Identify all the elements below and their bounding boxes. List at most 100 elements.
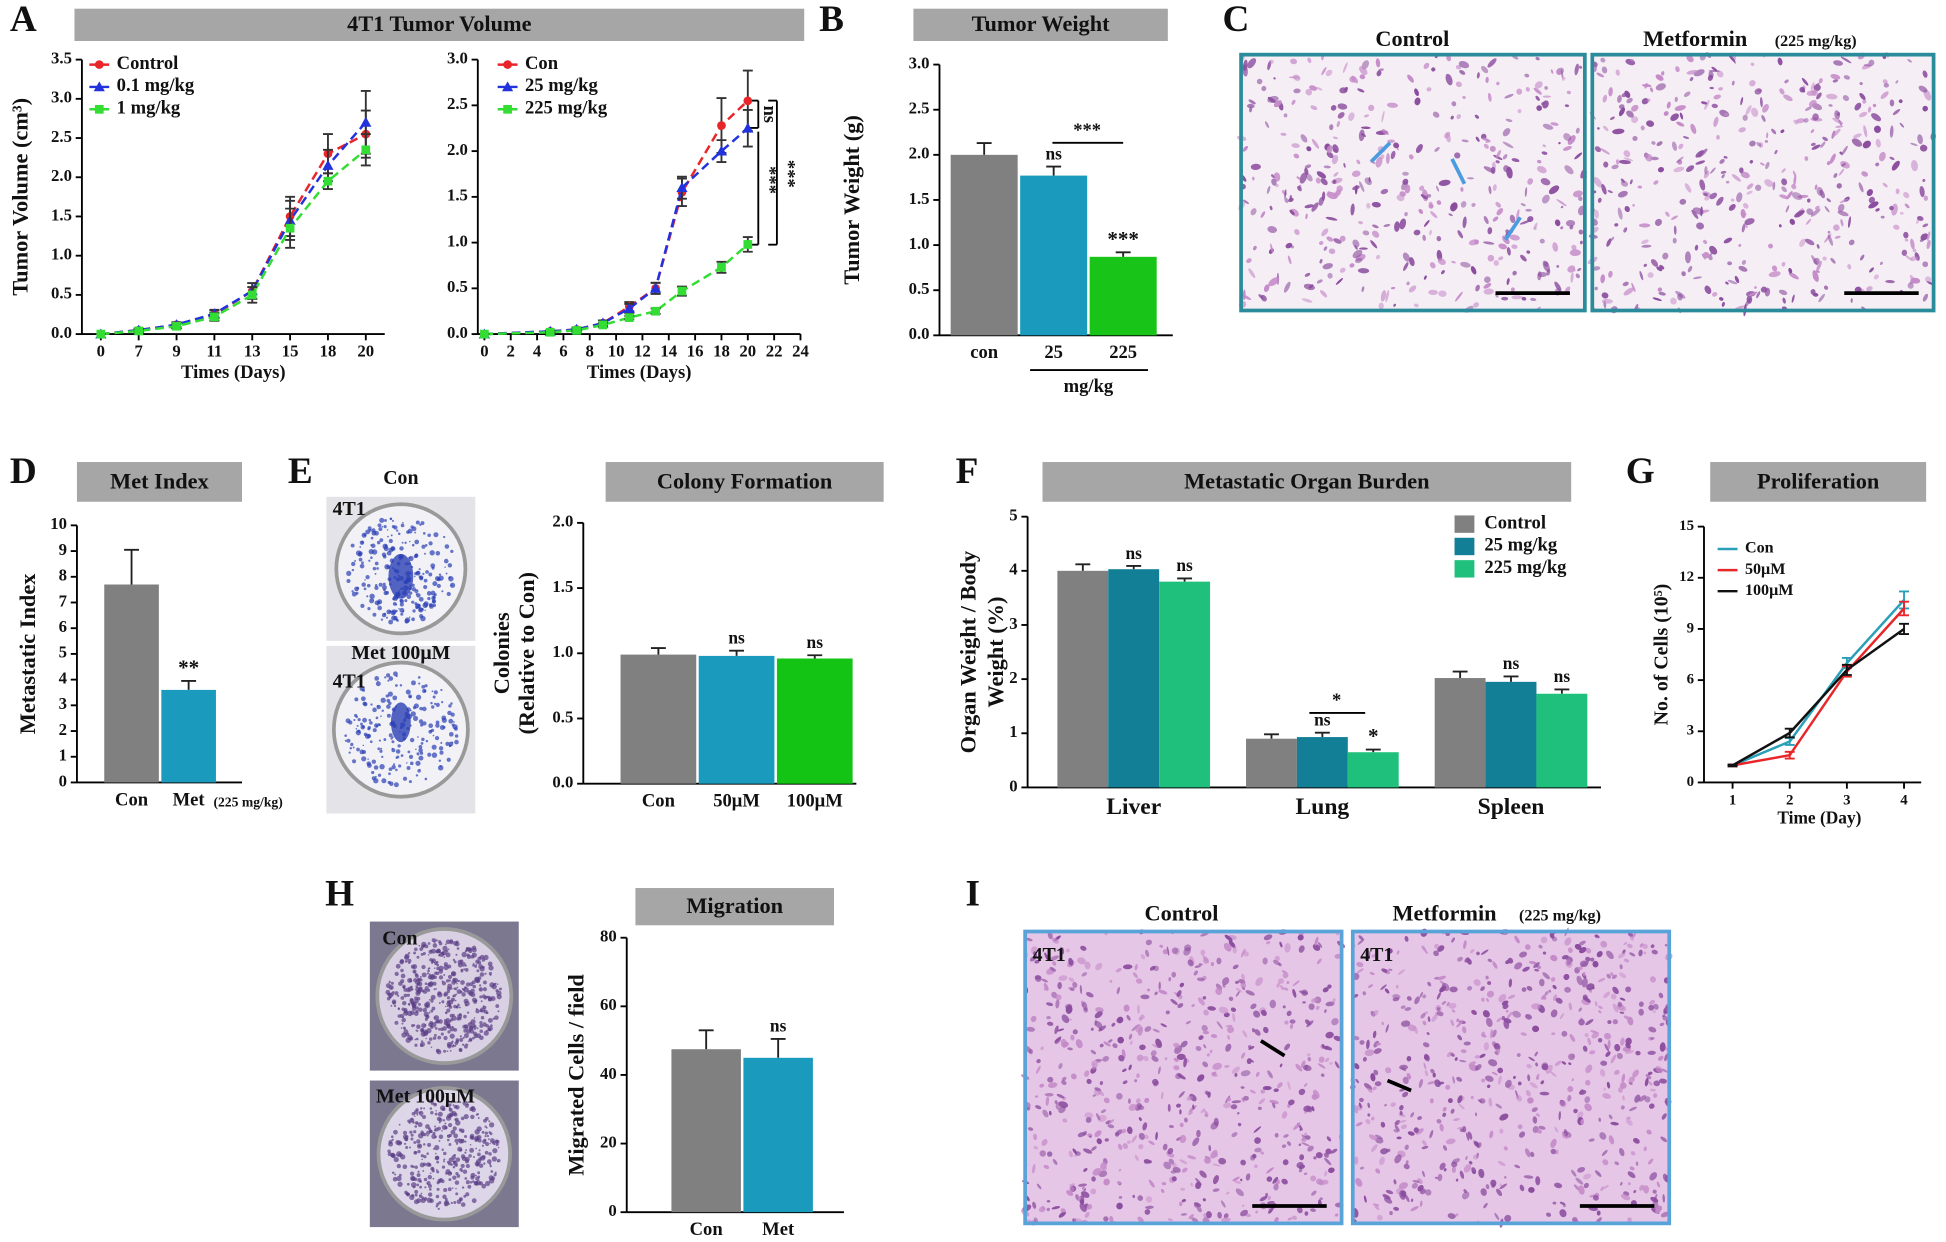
tissue (1324, 1009, 1327, 1013)
colony (447, 710, 452, 716)
tissue (1325, 1031, 1334, 1039)
tissue (1060, 1208, 1066, 1213)
tissue (1861, 63, 1873, 70)
tissue (1495, 160, 1500, 164)
colony (453, 1200, 457, 1204)
tissue (1136, 978, 1143, 984)
tissue (1265, 1192, 1269, 1197)
tissue (1330, 1148, 1338, 1154)
tissue (1433, 950, 1439, 957)
tissue (1447, 1213, 1456, 1219)
colony (479, 995, 483, 999)
colony (445, 979, 450, 983)
tissue (1725, 180, 1730, 184)
tissue (1866, 286, 1873, 292)
series-line (1732, 607, 1905, 767)
tissue (1402, 1091, 1409, 1098)
tissue (1471, 1009, 1477, 1015)
tissue (1332, 179, 1336, 183)
tissue (1283, 987, 1289, 991)
chart-title: Proliferation (1757, 468, 1880, 493)
tissue (1423, 1062, 1427, 1070)
tissue (1597, 197, 1602, 203)
tissue (1212, 1188, 1220, 1192)
tissue (1254, 1164, 1258, 1169)
tissue (1824, 206, 1830, 213)
tissue (1381, 1021, 1385, 1026)
tissue (1588, 1138, 1595, 1142)
tissue (1370, 1073, 1376, 1082)
tissue (1742, 114, 1748, 121)
colony (424, 544, 428, 547)
tissue (1358, 1102, 1362, 1109)
tissue (1217, 1211, 1222, 1219)
tissue (1261, 85, 1267, 92)
tissue (1112, 1043, 1118, 1049)
tissue (1552, 1201, 1557, 1205)
x-tick-label: 2 (507, 342, 515, 361)
colony (427, 1041, 431, 1045)
tissue (1092, 1062, 1098, 1070)
tissue (1316, 958, 1322, 965)
colony (407, 1034, 413, 1041)
tissue (1428, 201, 1433, 206)
tissue (1035, 1065, 1041, 1074)
tissue (1061, 1076, 1067, 1081)
colony (383, 546, 389, 552)
tissue (1044, 1092, 1054, 1097)
tissue (1049, 955, 1060, 961)
tissue (1118, 1055, 1125, 1062)
colony (359, 563, 365, 569)
tissue (1741, 212, 1747, 216)
tissue (1731, 174, 1742, 182)
tissue (1308, 1003, 1315, 1011)
tissue (1267, 226, 1278, 233)
tissue (1542, 951, 1547, 955)
significance-label: ns (807, 633, 824, 652)
tissue (1594, 209, 1599, 219)
tissue (1058, 1211, 1066, 1218)
tissue (1090, 1027, 1094, 1031)
tissue (1922, 293, 1929, 302)
colony (422, 572, 425, 576)
tissue (1406, 1073, 1412, 1080)
tissue (1594, 146, 1602, 153)
tissue (1716, 135, 1720, 140)
tissue (1400, 1020, 1411, 1027)
tissue (1145, 939, 1153, 946)
chart-title: Tumor Weight (972, 11, 1110, 36)
colony (431, 705, 435, 709)
tissue (1619, 1011, 1625, 1014)
colony (422, 706, 427, 712)
colony (409, 737, 415, 743)
y-axis-label: Weight (%) (983, 597, 1008, 708)
tissue (1826, 161, 1831, 166)
tissue (1658, 291, 1666, 296)
colony (388, 980, 391, 984)
tissue (1287, 1217, 1293, 1221)
colony (458, 1006, 461, 1009)
error-bar (1046, 165, 1062, 176)
marker (677, 286, 687, 296)
tissue (1200, 932, 1209, 937)
colony (443, 991, 449, 997)
colony (381, 525, 384, 528)
colony (414, 1038, 417, 1041)
tissue (1212, 1174, 1219, 1185)
significance-label: * (1368, 724, 1379, 748)
tissue (1606, 1081, 1611, 1089)
tissue (1612, 128, 1625, 135)
colony (433, 975, 437, 980)
tissue (1561, 954, 1569, 960)
tissue (1515, 1094, 1522, 1102)
tissue (1372, 1203, 1380, 1207)
colony (461, 992, 466, 997)
tissue (1840, 219, 1844, 227)
tissue (1199, 1170, 1207, 1178)
tissue (1062, 1118, 1068, 1123)
tissue (1231, 1132, 1238, 1138)
colony (458, 1138, 464, 1144)
tissue (1743, 202, 1749, 209)
colony (484, 1131, 489, 1135)
micrograph-border (1239, 52, 1587, 313)
